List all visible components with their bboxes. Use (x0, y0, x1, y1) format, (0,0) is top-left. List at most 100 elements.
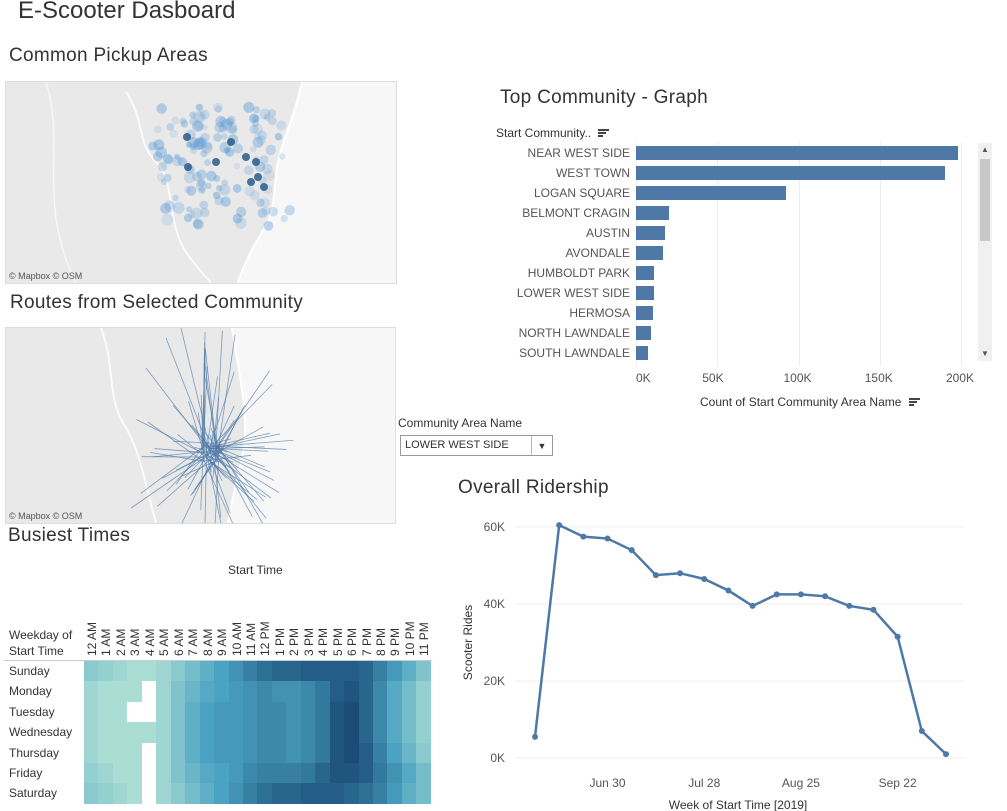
ridership-point[interactable] (580, 533, 587, 540)
heatmap-cell[interactable] (141, 722, 157, 744)
pickup-map[interactable]: © Mapbox © OSM (5, 81, 397, 284)
heatmap-cell[interactable] (387, 701, 403, 723)
heatmap-cell[interactable] (156, 701, 172, 723)
heatmap-cell[interactable] (300, 661, 316, 682)
heatmap-cell[interactable] (373, 722, 388, 744)
heatmap-cell[interactable] (344, 742, 360, 764)
heatmap-cell[interactable] (228, 783, 244, 805)
heatmap-cell[interactable] (228, 681, 244, 703)
heatmap-cell[interactable] (286, 722, 302, 744)
heatmap-cell[interactable] (156, 722, 172, 744)
heatmap-cell[interactable] (358, 701, 374, 723)
ridership-point[interactable] (556, 522, 563, 529)
heatmap-cell[interactable] (127, 722, 143, 744)
heatmap-cell[interactable] (358, 722, 374, 744)
heatmap-cell[interactable] (127, 763, 143, 784)
heatmap-cell[interactable] (141, 681, 157, 703)
heatmap-cell[interactable] (185, 722, 201, 744)
heatmap-cell[interactable] (242, 763, 258, 784)
heatmap-cell[interactable] (416, 783, 432, 805)
heatmap-cell[interactable] (242, 701, 258, 723)
heatmap-cell[interactable] (257, 722, 273, 744)
chevron-down-icon[interactable]: ▼ (531, 436, 552, 455)
heatmap-cell[interactable] (257, 661, 273, 682)
ridership-point[interactable] (604, 535, 611, 542)
heatmap-cell[interactable] (127, 742, 143, 764)
heatmap-cell[interactable] (401, 763, 417, 784)
heatmap-cell[interactable] (300, 681, 316, 703)
routes-map[interactable]: © Mapbox © OSM (5, 327, 396, 524)
heatmap-cell[interactable] (373, 661, 388, 682)
heatmap-cell[interactable] (358, 763, 374, 784)
heatmap-cell[interactable] (329, 763, 345, 784)
heatmap-cell[interactable] (315, 661, 331, 682)
heatmap-cell[interactable] (185, 763, 201, 784)
heatmap-cell[interactable] (199, 763, 215, 784)
heatmap-cell[interactable] (373, 681, 388, 703)
heatmap-cell[interactable] (416, 742, 432, 764)
heatmap-cell[interactable] (84, 783, 99, 805)
ridership-point[interactable] (677, 570, 684, 577)
heatmap-cell[interactable] (112, 681, 128, 703)
heatmap-cell[interactable] (300, 722, 316, 744)
heatmap-cell[interactable] (329, 681, 345, 703)
bar[interactable] (636, 186, 786, 200)
heatmap-cell[interactable] (286, 681, 302, 703)
ridership-point[interactable] (870, 606, 877, 613)
heatmap-cell[interactable] (185, 701, 201, 723)
heatmap-cell[interactable] (286, 783, 302, 805)
heatmap-cell[interactable] (199, 783, 215, 805)
bar[interactable] (636, 326, 652, 340)
heatmap-cell[interactable] (84, 763, 99, 784)
heatmap-cell[interactable] (344, 701, 360, 723)
heatmap-cell[interactable] (170, 742, 186, 764)
heatmap-cell[interactable] (329, 722, 345, 744)
heatmap-cell[interactable] (84, 681, 99, 703)
heatmap-cell[interactable] (242, 783, 258, 805)
bar[interactable] (636, 306, 654, 320)
heatmap-cell[interactable] (416, 763, 432, 784)
heatmap-cell[interactable] (141, 783, 157, 805)
heatmap-cell[interactable] (199, 722, 215, 744)
heatmap-cell[interactable] (257, 742, 273, 764)
heatmap-cell[interactable] (214, 701, 229, 723)
heatmap-cell[interactable] (156, 681, 172, 703)
heatmap-cell[interactable] (373, 783, 388, 805)
heatmap-cell[interactable] (344, 783, 360, 805)
heatmap-cell[interactable] (84, 701, 99, 723)
sort-icon[interactable] (908, 398, 920, 407)
heatmap-cell[interactable] (329, 701, 345, 723)
heatmap-cell[interactable] (112, 661, 128, 682)
heatmap-cell[interactable] (98, 701, 114, 723)
heatmap-cell[interactable] (214, 763, 229, 784)
scroll-up-icon[interactable]: ▲ (981, 145, 989, 154)
heatmap-cell[interactable] (401, 681, 417, 703)
bar[interactable] (636, 166, 945, 180)
heatmap-cell[interactable] (271, 722, 287, 744)
heatmap-cell[interactable] (401, 783, 417, 805)
heatmap-cell[interactable] (315, 701, 331, 723)
heatmap-cell[interactable] (98, 722, 114, 744)
ridership-point[interactable] (797, 591, 804, 598)
heatmap-cell[interactable] (228, 722, 244, 744)
heatmap-cell[interactable] (373, 742, 388, 764)
heatmap-cell[interactable] (358, 661, 374, 682)
heatmap-cell[interactable] (257, 763, 273, 784)
heatmap-cell[interactable] (170, 783, 186, 805)
heatmap-cell[interactable] (112, 742, 128, 764)
community-dropdown[interactable]: LOWER WEST SIDE ▼ (400, 435, 553, 456)
ridership-point[interactable] (628, 547, 635, 554)
bar[interactable] (636, 226, 666, 240)
heatmap-cell[interactable] (271, 661, 287, 682)
heatmap-cell[interactable] (300, 763, 316, 784)
heatmap-cell[interactable] (112, 722, 128, 744)
heatmap-cell[interactable] (286, 701, 302, 723)
heatmap-cell[interactable] (170, 722, 186, 744)
bar-x-axis-title[interactable]: Count of Start Community Area Name (700, 395, 920, 409)
heatmap-cell[interactable] (214, 783, 229, 805)
ridership-point[interactable] (894, 633, 901, 640)
heatmap-cell[interactable] (199, 661, 215, 682)
heatmap-cell[interactable] (228, 742, 244, 764)
heatmap-cell[interactable] (242, 722, 258, 744)
ridership-point[interactable] (822, 593, 829, 600)
